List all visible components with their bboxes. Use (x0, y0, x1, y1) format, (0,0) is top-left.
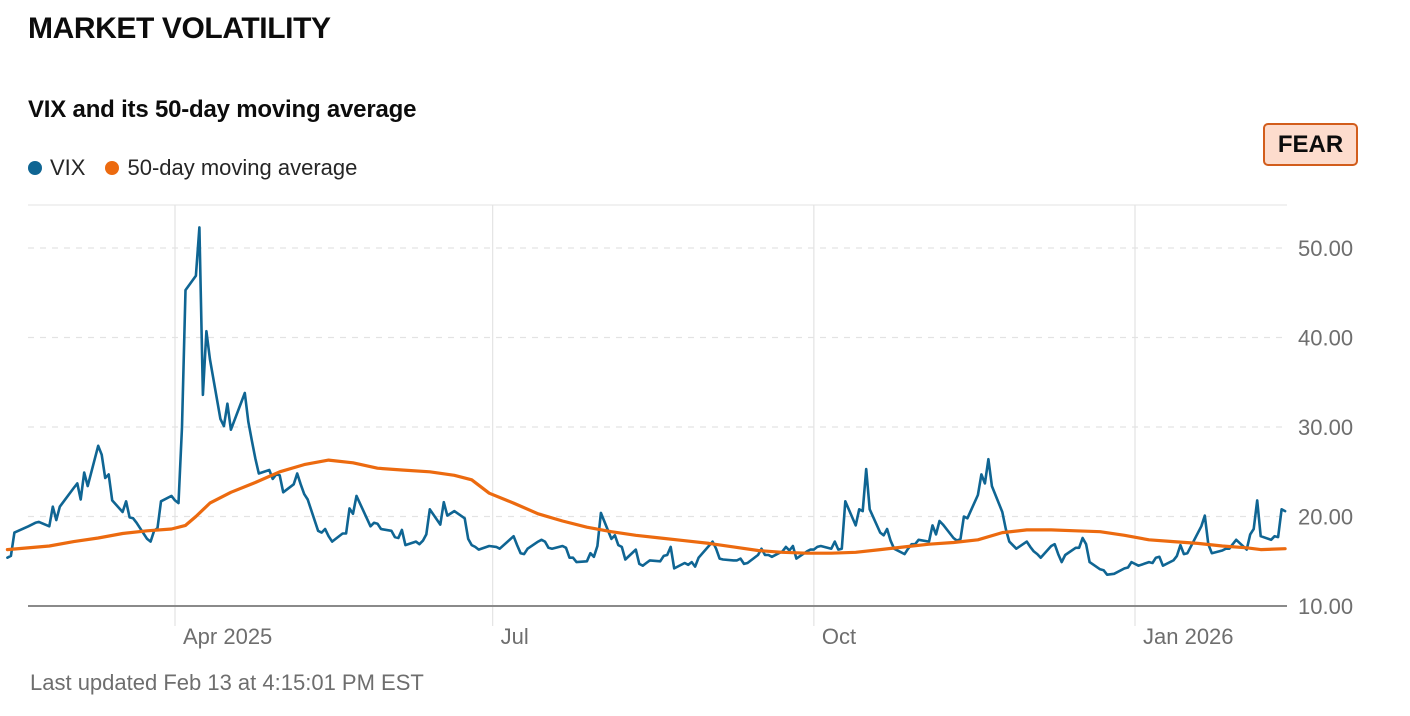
moving-average-series-line[interactable] (5, 458, 1287, 555)
x-tick-label: Jan 2026 (1143, 624, 1234, 649)
vix-line-chart[interactable]: Apr 2025 Jul Oct Jan 2026 10.00 20.00 30.00 40… (0, 195, 1410, 665)
legend-dot-moving-average (105, 161, 120, 175)
last-updated-text: Last updated Feb 13 at 4:15:01 PM EST (30, 670, 424, 695)
legend-item-vix[interactable]: VIX (28, 155, 85, 181)
y-tick-label: 30.00 (1298, 415, 1353, 440)
chart-title: VIX and its 50-day moving average (28, 96, 417, 123)
series-layer (5, 226, 1287, 576)
y-tick-label: 40.00 (1298, 326, 1353, 351)
section-title: MARKET VOLATILITY (28, 12, 331, 45)
x-tick-label: Jul (501, 624, 529, 649)
grid-layer (28, 204, 1287, 626)
legend-label-moving-average: 50-day moving average (127, 155, 358, 180)
y-tick-label: 10.00 (1298, 594, 1353, 619)
legend-dot-vix (28, 161, 42, 175)
y-tick-label: 20.00 (1298, 505, 1353, 530)
legend-item-moving-average[interactable]: 50-day moving average (105, 155, 357, 181)
x-tick-label: Apr 2025 (183, 624, 272, 649)
legend-label-vix: VIX (50, 155, 86, 180)
x-tick-label: Oct (822, 624, 856, 649)
y-axis: 10.00 20.00 30.00 40.00 50.00 (1298, 236, 1353, 619)
x-axis: Apr 2025 Jul Oct Jan 2026 (183, 624, 1234, 649)
chart-legend: VIX 50-day moving average (28, 155, 377, 181)
fear-greed-badge: FEAR (1263, 123, 1358, 166)
vix-series-line[interactable] (6, 226, 1287, 576)
y-tick-label: 50.00 (1298, 236, 1353, 261)
